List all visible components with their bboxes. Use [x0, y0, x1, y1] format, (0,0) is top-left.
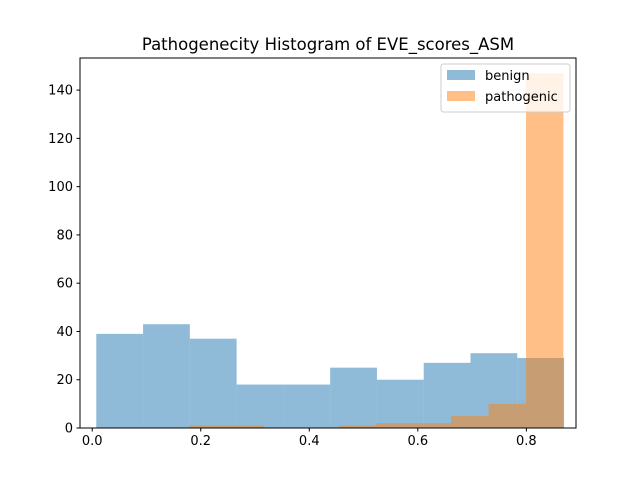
y-tick-label-5: 100 — [48, 180, 73, 195]
x-tick-label-0: 0.0 — [82, 434, 103, 449]
chart-title: Pathogenecity Histogram of EVE_scores_AS… — [142, 35, 514, 55]
legend-swatch-pathogenic — [447, 91, 475, 101]
y-axis-ticks: 0 20 40 60 80 100 120 140 — [48, 84, 80, 437]
bar-benign-4 — [283, 384, 331, 428]
bar-pathogenic-0 — [188, 425, 227, 428]
x-tick-label-2: 0.4 — [299, 434, 320, 449]
y-tick-label-4: 80 — [56, 228, 73, 243]
y-tick-label-7: 140 — [48, 84, 73, 99]
bar-pathogenic-5 — [376, 423, 414, 428]
y-tick-label-1: 20 — [56, 373, 73, 388]
y-tick-label-2: 40 — [56, 325, 73, 340]
legend-swatch-benign — [447, 70, 475, 80]
bar-pathogenic-7 — [451, 415, 489, 428]
x-axis-ticks: 0.0 0.2 0.4 0.6 0.8 — [82, 428, 537, 449]
x-tick-label-1: 0.2 — [190, 434, 211, 449]
y-tick-label-0: 0 — [65, 422, 73, 437]
legend-label-benign: benign — [485, 69, 530, 84]
series-pathogenic — [188, 73, 564, 429]
x-tick-label-4: 0.8 — [516, 434, 537, 449]
bar-benign-3 — [236, 384, 284, 428]
bar-pathogenic-1 — [226, 425, 264, 428]
legend-label-pathogenic: pathogenic — [485, 90, 558, 105]
x-tick-label-3: 0.6 — [407, 434, 428, 449]
bar-benign-6 — [376, 379, 424, 428]
axes-frame — [79, 57, 577, 429]
bar-pathogenic-8 — [488, 403, 526, 428]
bar-pathogenic-6 — [413, 423, 452, 428]
bar-pathogenic-4 — [338, 425, 377, 428]
bar-benign-5 — [330, 367, 377, 428]
bars-layer — [96, 73, 565, 429]
legend: benign pathogenic — [440, 63, 571, 113]
bar-benign-0 — [96, 333, 144, 428]
y-tick-label-6: 120 — [48, 132, 73, 147]
y-tick-label-3: 60 — [56, 277, 73, 292]
bar-pathogenic-9 — [525, 73, 564, 429]
bar-benign-2 — [189, 338, 237, 428]
bar-benign-1 — [143, 324, 190, 428]
